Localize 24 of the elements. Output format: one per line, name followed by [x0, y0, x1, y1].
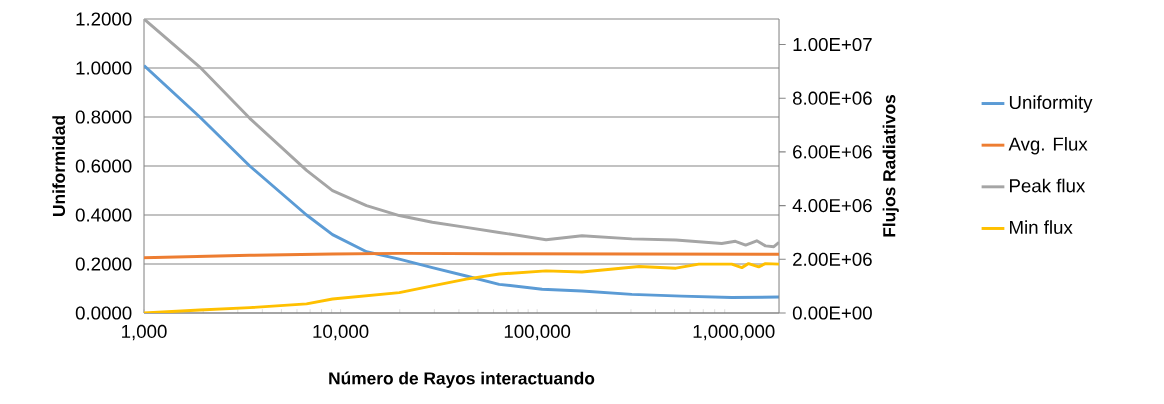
- legend-label: Peak flux: [1010, 178, 1086, 193]
- y2-tick-label: 0.00E+00: [792, 306, 872, 320]
- y-tick-label: 0.6000: [75, 159, 132, 173]
- x-tick-label: 1,000,000: [693, 324, 775, 341]
- y2-tick-label: 2.00E+06: [793, 252, 872, 266]
- legend-label: Avg. Flux: [1008, 137, 1088, 155]
- x-tick-label: 100,000: [504, 324, 571, 341]
- y-tick-label: 0.2000: [75, 257, 132, 271]
- y2-axis-title: Flujos Radiativos: [882, 94, 899, 237]
- y2-tick-label: 4.00E+06: [792, 198, 872, 213]
- y-tick-label: 0.4000: [75, 208, 132, 222]
- y-tick-label: 0.0000: [75, 306, 132, 320]
- legend-label: Uniformity: [1009, 95, 1093, 113]
- y2-tick-label: 8.00E+06: [792, 91, 872, 105]
- y-tick-label: 1.0000: [76, 61, 132, 75]
- x-tick-label: 1,000: [122, 324, 167, 341]
- y-tick-label: 0.8000: [75, 110, 132, 124]
- y-tick-label: 1.2000: [76, 12, 132, 26]
- y-axis-title: Uniformidad: [52, 116, 66, 216]
- y2-tick-label: 1.00E+07: [793, 37, 872, 52]
- legend-label: Min flux: [1010, 220, 1073, 235]
- x-axis-title: Número de Rayos interactuando: [329, 371, 595, 388]
- x-tick-label: 10,000: [313, 324, 369, 341]
- y2-tick-label: 6.00E+06: [793, 145, 872, 159]
